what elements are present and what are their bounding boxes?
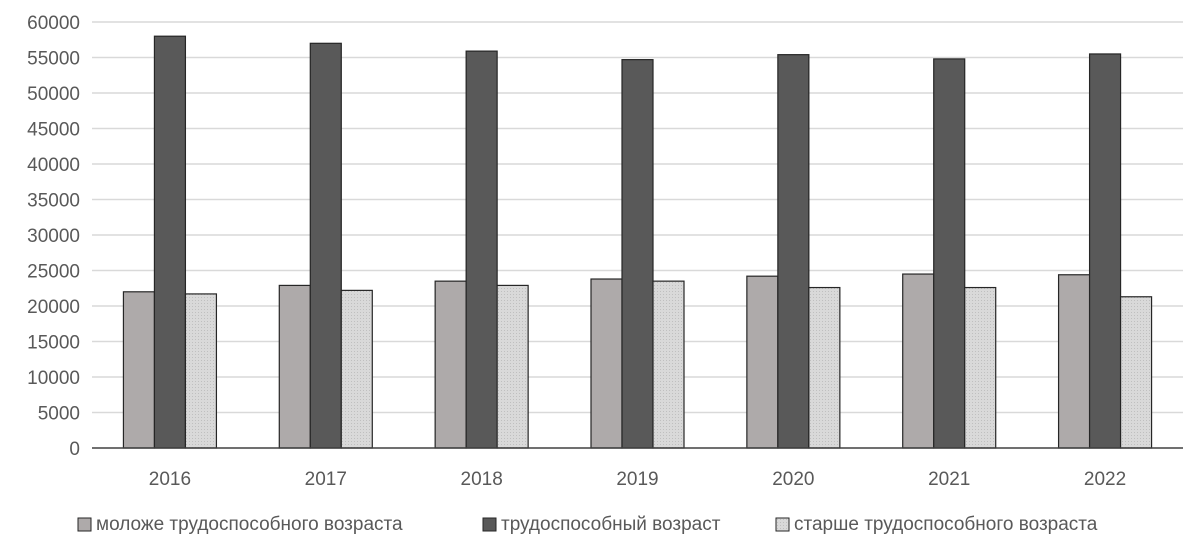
- y-tick-label: 0: [69, 439, 80, 460]
- bar: [278, 284, 311, 449]
- legend: моложе трудоспособного возраста трудоспос…: [77, 514, 1098, 535]
- y-tick-label: 15000: [27, 333, 80, 354]
- x-tick-label: 2016: [149, 469, 191, 490]
- x-tick-label: 2019: [616, 469, 658, 490]
- bar: [652, 280, 685, 449]
- bar: [746, 275, 779, 449]
- legend-label: старше трудоспособного возраста: [794, 514, 1098, 535]
- bar: [902, 273, 935, 449]
- bar: [465, 50, 498, 449]
- bar: [777, 54, 810, 449]
- x-tick-label: 2017: [305, 469, 347, 490]
- bars: [122, 35, 1153, 449]
- bar: [1119, 296, 1153, 449]
- x-axis-ticks: 2016 2017 2018 2019 2020 2021 2022: [149, 469, 1126, 490]
- bar: [590, 278, 623, 449]
- bar: [933, 58, 966, 449]
- legend-label: моложе трудоспособного возраста: [96, 514, 403, 535]
- y-tick-label: 30000: [27, 226, 80, 247]
- y-tick-label: 55000: [27, 49, 80, 70]
- x-tick-label: 2020: [772, 469, 814, 490]
- y-tick-label: 50000: [27, 84, 80, 105]
- x-tick-label: 2022: [1084, 469, 1126, 490]
- y-tick-label: 25000: [27, 262, 80, 283]
- bar: [309, 42, 342, 449]
- x-tick-label: 2021: [928, 469, 970, 490]
- bar: [434, 280, 467, 449]
- bar: [184, 293, 218, 449]
- bar: [808, 286, 841, 449]
- y-tick-label: 20000: [27, 297, 80, 318]
- y-axis-ticks: 0 5000 10000 15000 20000 25000 30000 35000 40000…: [27, 13, 80, 460]
- legend-swatch: [482, 517, 497, 532]
- legend-swatch: [77, 517, 92, 532]
- bar: [122, 291, 156, 449]
- bar: [340, 289, 373, 449]
- y-tick-label: 45000: [27, 120, 80, 141]
- bar: [1057, 274, 1091, 449]
- bar: [153, 35, 187, 449]
- legend-label: трудоспособный возраст: [501, 514, 721, 535]
- bar: [1088, 53, 1122, 449]
- x-tick-label: 2018: [461, 469, 503, 490]
- y-tick-label: 5000: [38, 404, 80, 425]
- bar: [964, 286, 997, 449]
- legend-swatch: [775, 517, 790, 532]
- y-tick-label: 60000: [27, 13, 80, 34]
- y-tick-label: 10000: [27, 368, 80, 389]
- y-tick-label: 35000: [27, 191, 80, 212]
- y-tick-label: 40000: [27, 155, 80, 176]
- bar: [621, 59, 654, 449]
- bar: [496, 284, 529, 449]
